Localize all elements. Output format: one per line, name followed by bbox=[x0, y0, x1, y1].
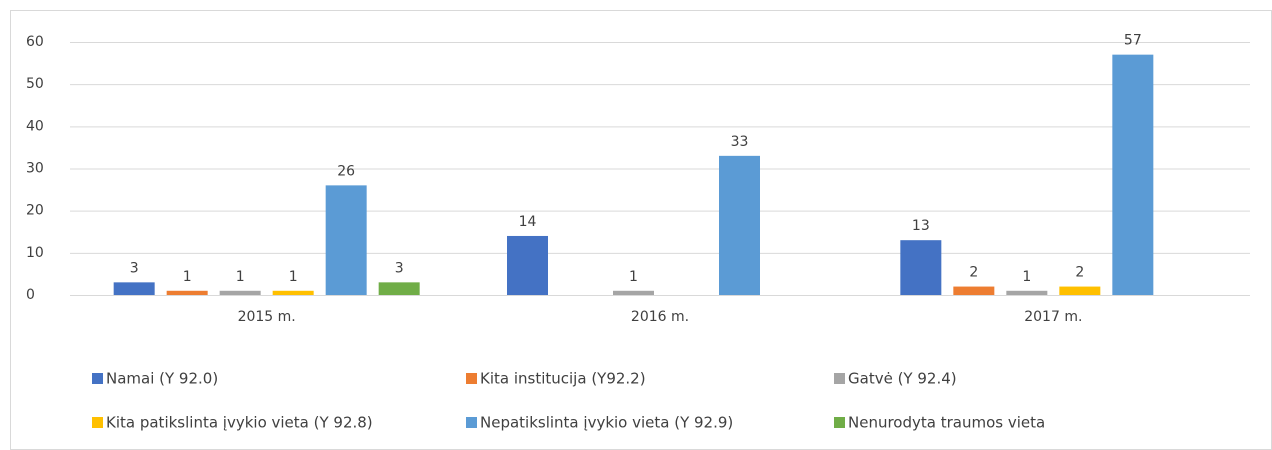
bar bbox=[613, 290, 654, 295]
bar bbox=[166, 290, 208, 295]
bar bbox=[1059, 286, 1101, 295]
legend-label: Nenurodyta traumos vieta bbox=[848, 414, 1045, 432]
legend-label: Kita institucija (Y92.2) bbox=[480, 370, 646, 388]
legend-swatch bbox=[466, 373, 477, 384]
data-label: 1 bbox=[1022, 269, 1031, 285]
legend-swatch bbox=[834, 373, 845, 384]
legend-label: Namai (Y 92.0) bbox=[106, 370, 218, 388]
y-tick-label: 0 bbox=[26, 287, 35, 303]
legend-swatch bbox=[466, 417, 477, 428]
legend-label: Gatvė (Y 92.4) bbox=[848, 370, 957, 388]
data-label: 26 bbox=[337, 163, 355, 179]
legend-swatch bbox=[834, 417, 845, 428]
x-tick-label: 2015 m. bbox=[238, 309, 296, 325]
data-label: 1 bbox=[236, 269, 245, 285]
bar bbox=[1112, 54, 1154, 296]
legend-label: Kita patikslinta įvykio vieta (Y 92.8) bbox=[106, 414, 373, 432]
data-label: 13 bbox=[912, 218, 930, 234]
data-label: 3 bbox=[130, 260, 139, 276]
y-tick-label: 20 bbox=[26, 203, 44, 219]
data-label: 2 bbox=[1075, 265, 1084, 281]
bar bbox=[272, 290, 314, 295]
data-label: 33 bbox=[731, 134, 749, 150]
x-tick-label: 2017 m. bbox=[1024, 309, 1082, 325]
bar bbox=[900, 240, 942, 295]
data-label: 3 bbox=[395, 260, 404, 276]
data-label: 57 bbox=[1124, 33, 1142, 49]
x-tick-label: 2016 m. bbox=[631, 309, 689, 325]
bar bbox=[378, 282, 420, 295]
bar bbox=[219, 290, 261, 295]
y-tick-label: 10 bbox=[26, 245, 44, 261]
chart-frame bbox=[10, 10, 1272, 450]
data-label: 1 bbox=[629, 269, 638, 285]
legend-swatch bbox=[92, 417, 103, 428]
y-tick-label: 50 bbox=[26, 76, 44, 92]
y-tick-label: 40 bbox=[26, 118, 44, 134]
legend-swatch bbox=[92, 373, 103, 384]
y-tick-label: 60 bbox=[26, 34, 44, 50]
bar bbox=[113, 282, 155, 295]
y-tick-label: 30 bbox=[26, 161, 44, 177]
data-label: 2 bbox=[969, 265, 978, 281]
data-label: 14 bbox=[519, 214, 537, 230]
bar bbox=[325, 185, 367, 295]
bar bbox=[507, 235, 548, 295]
data-label: 1 bbox=[289, 269, 298, 285]
data-label: 1 bbox=[183, 269, 192, 285]
legend-label: Nepatikslinta įvykio vieta (Y 92.9) bbox=[480, 414, 733, 432]
bar bbox=[719, 155, 760, 295]
bar bbox=[953, 286, 995, 295]
bar bbox=[1006, 290, 1048, 295]
